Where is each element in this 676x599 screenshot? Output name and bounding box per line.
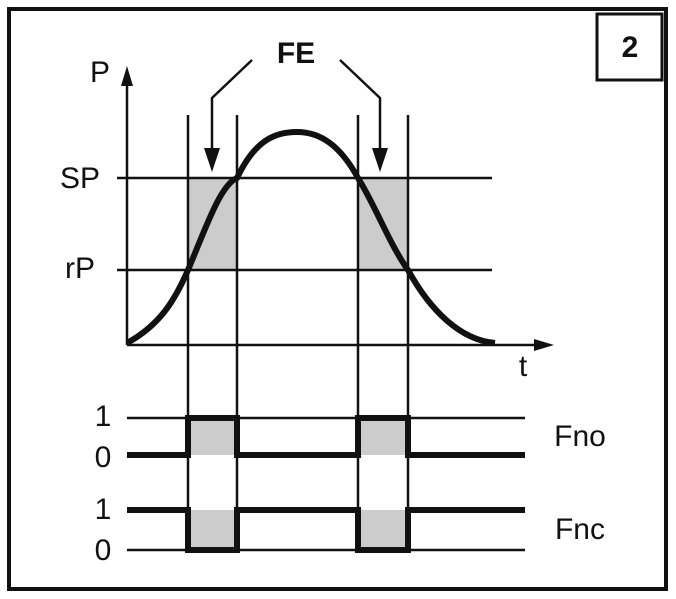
frame: [7, 7, 668, 591]
state-label: 0: [95, 441, 112, 474]
fe-arrows: [204, 59, 388, 172]
pulse-fill: [188, 510, 237, 550]
pressure-curve: [125, 128, 496, 346]
y-axis-label: P: [90, 56, 110, 89]
annotation: FE: [277, 37, 315, 70]
badge-box: [595, 12, 664, 82]
output-label: Fnc: [555, 513, 605, 546]
output-label: Fno: [554, 420, 606, 453]
badge: 2: [622, 31, 639, 64]
state-label: 1: [95, 400, 112, 433]
state-label: 0: [95, 534, 112, 567]
pulse-fill: [358, 418, 408, 455]
level-label: SP: [60, 162, 100, 195]
x-axis-label: t: [519, 350, 528, 383]
level-label: rP: [65, 252, 95, 285]
switch-lines: [186, 115, 410, 550]
axes: [121, 66, 554, 351]
fno-signal: [127, 415, 525, 458]
pulse-fill: [188, 418, 237, 455]
fnc-signal: [127, 507, 525, 553]
state-label: 1: [95, 493, 112, 526]
level-lines: [117, 176, 492, 272]
pulse-fill: [358, 510, 408, 550]
